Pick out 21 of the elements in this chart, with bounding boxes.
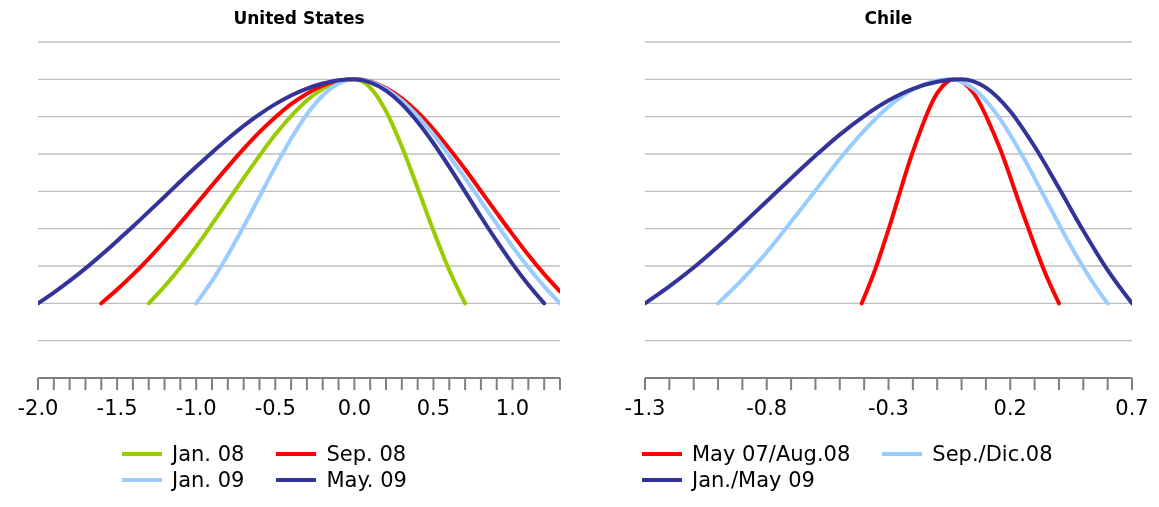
x-tick-label: -0.8 — [746, 395, 788, 420]
x-tick-label: 0.7 — [1115, 395, 1149, 420]
chart-title: Chile — [863, 8, 914, 28]
legend-label: Jan. 08 — [172, 442, 245, 466]
legend-label: Jan./May 09 — [692, 468, 815, 492]
legend-label: May 07/Aug.08 — [692, 442, 851, 466]
x-tick-label: -1.3 — [624, 395, 666, 420]
x-tick-label: -1.5 — [96, 395, 138, 420]
x-tick-label: 0.0 — [337, 395, 372, 420]
x-tick-label: 1.0 — [495, 395, 530, 420]
x-tick-label: -1.0 — [175, 395, 217, 420]
legend-label: May. 09 — [326, 468, 407, 492]
legend-label: Sep. 08 — [326, 442, 407, 466]
chart-title: United States — [232, 8, 366, 28]
legend-label: Sep./Dic.08 — [932, 442, 1053, 466]
x-tick-label: -0.3 — [868, 395, 909, 420]
x-tick-label: 0.2 — [993, 395, 1027, 420]
x-tick-label: -0.5 — [254, 395, 296, 420]
x-tick-label: -2.0 — [17, 395, 59, 420]
legend-label: Jan. 09 — [172, 468, 245, 492]
x-tick-label: 0.5 — [416, 395, 451, 420]
